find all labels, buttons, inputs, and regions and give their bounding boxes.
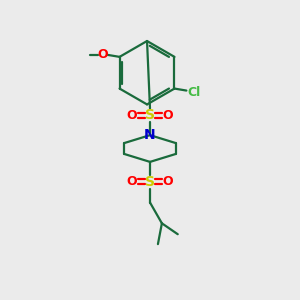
Text: O: O (163, 109, 173, 122)
Text: O: O (98, 48, 108, 62)
Text: S: S (145, 175, 155, 189)
Text: N: N (144, 128, 156, 142)
Text: S: S (145, 108, 155, 122)
Text: O: O (127, 109, 137, 122)
Text: Cl: Cl (188, 86, 201, 99)
Text: O: O (163, 175, 173, 188)
Text: O: O (127, 175, 137, 188)
